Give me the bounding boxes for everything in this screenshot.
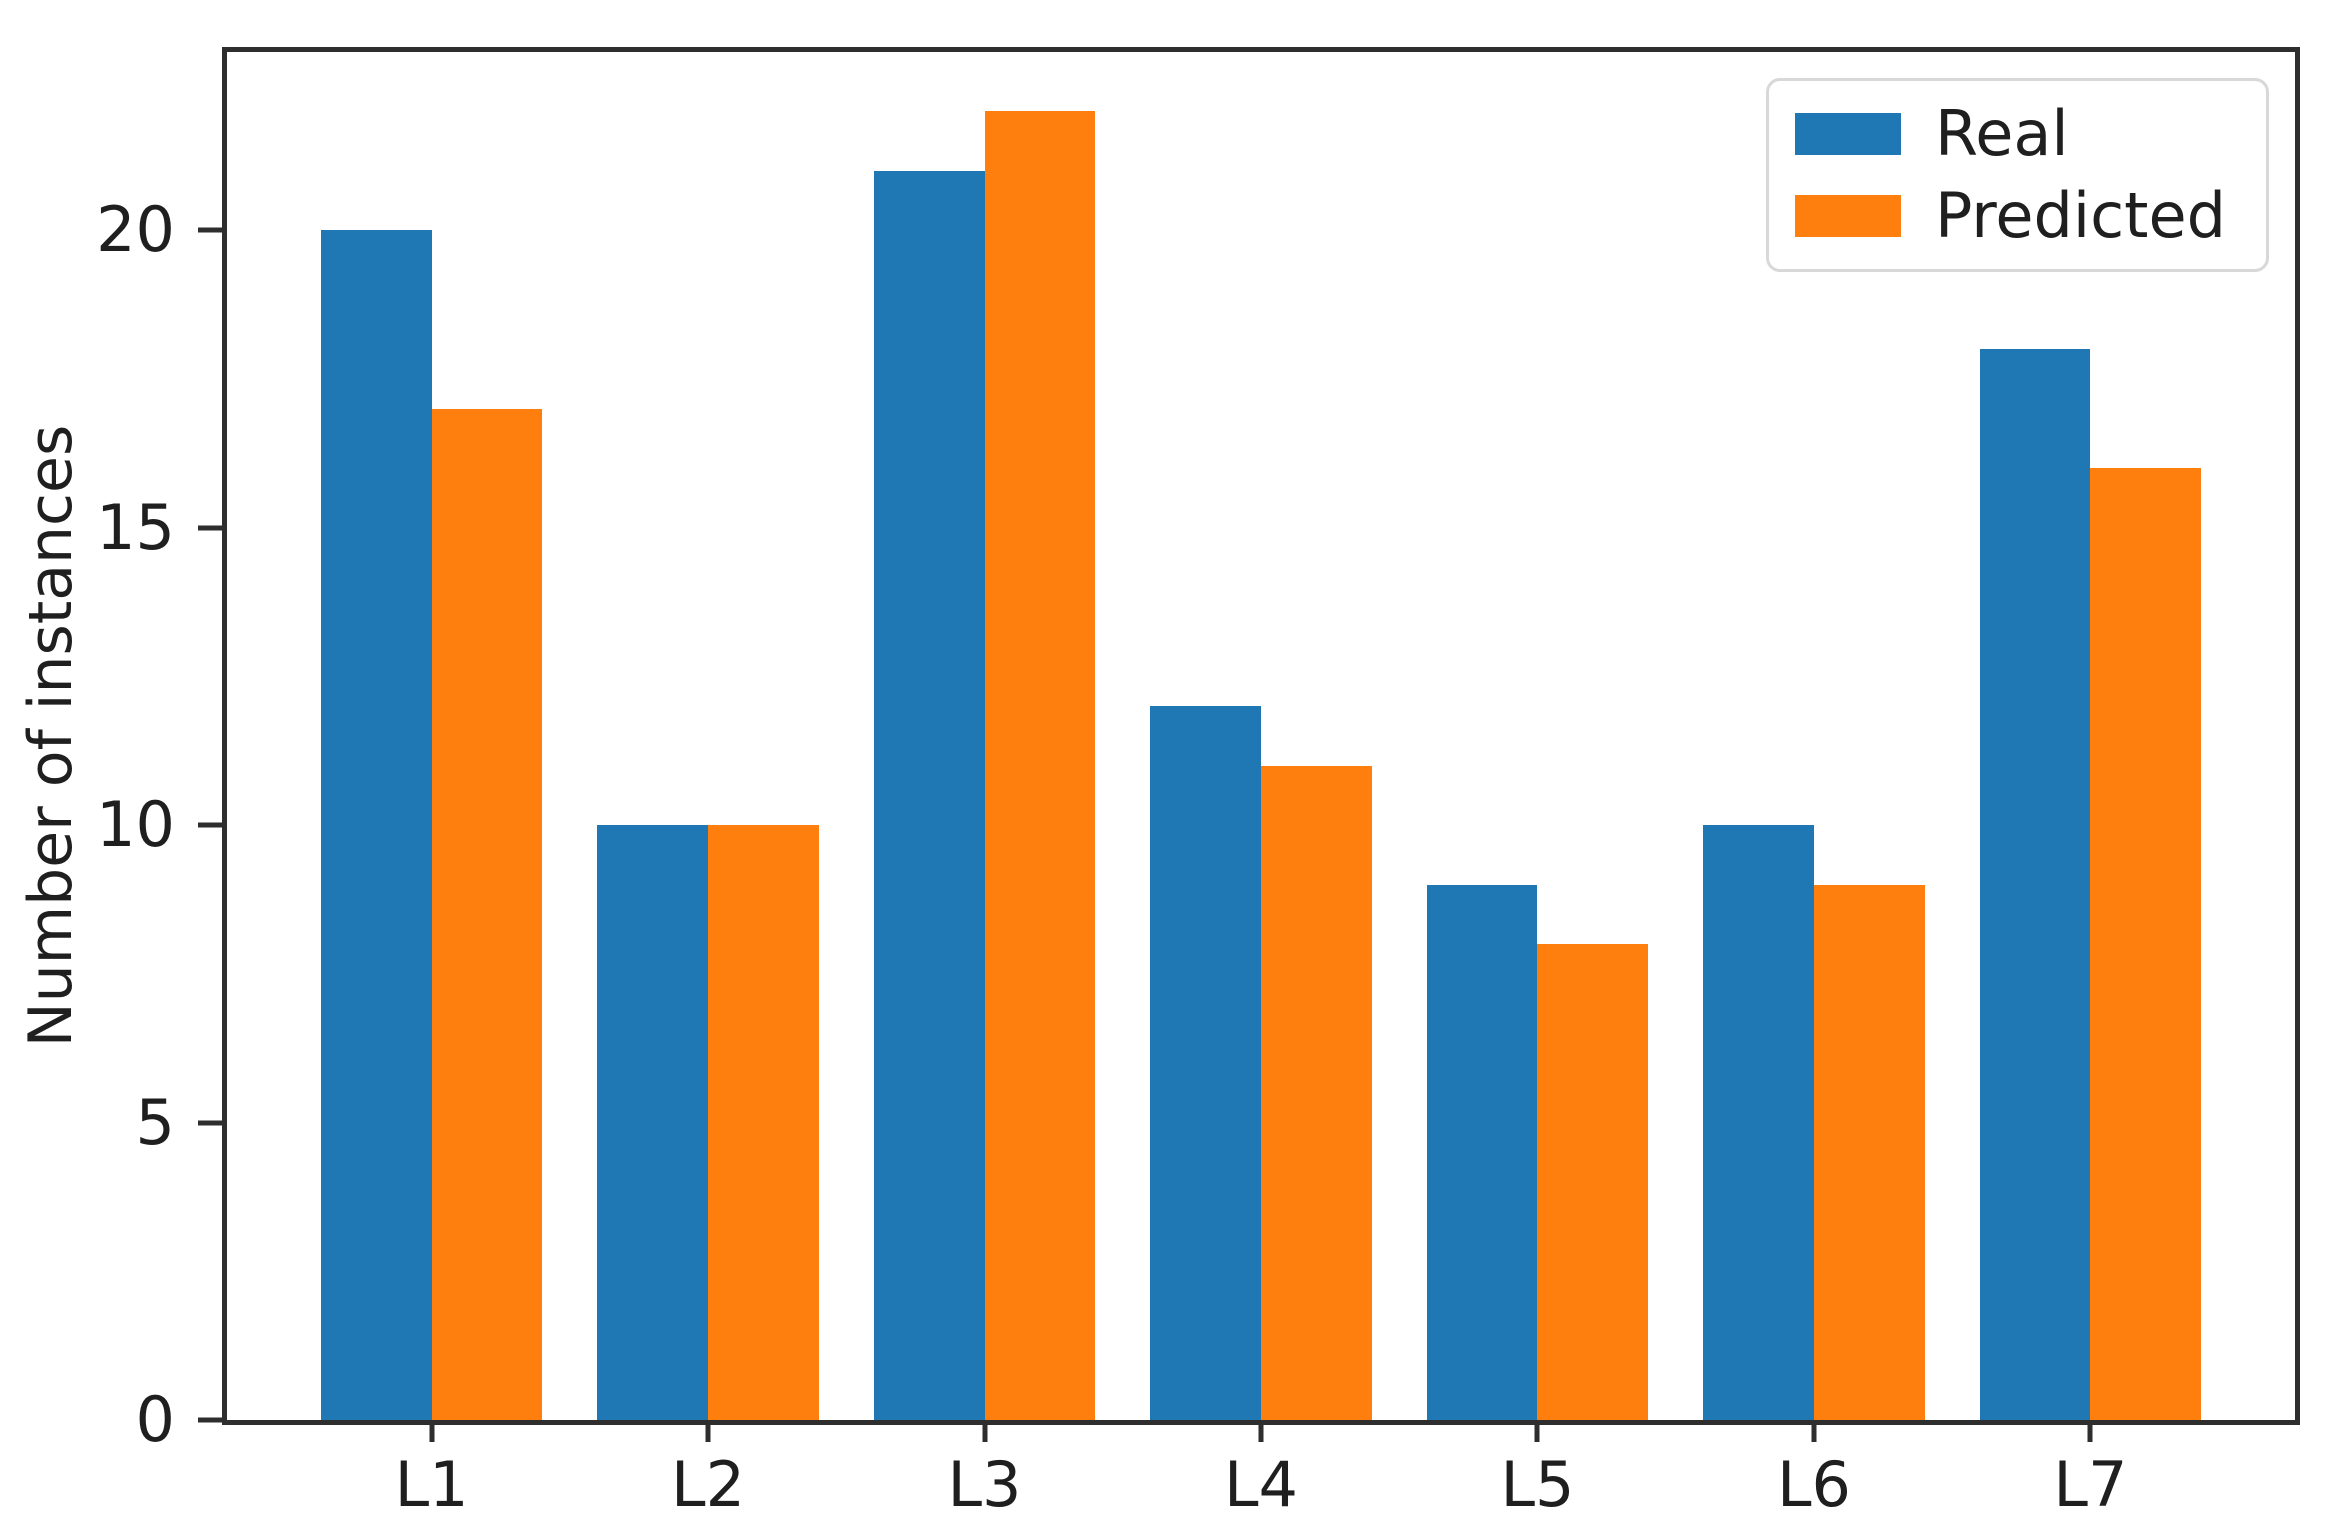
legend-swatch-real — [1794, 113, 1901, 155]
x-tick-label-l7: L7 — [2053, 1448, 2128, 1521]
y-axis-label: Number of instances — [16, 424, 86, 1048]
legend-row-predicted: Predicted — [1794, 179, 2226, 252]
x-tick-mark-l4 — [1258, 1420, 1264, 1442]
y-tick-label-5: 5 — [135, 1085, 175, 1159]
legend-row-real: Real — [1794, 97, 2226, 170]
legend: Real Predicted — [1765, 78, 2269, 272]
x-tick-label-l4: L4 — [1224, 1448, 1298, 1521]
bar-predicted-l4 — [1261, 765, 1372, 1420]
y-tick-mark-15 — [198, 525, 222, 531]
x-tick-mark-l5 — [1534, 1420, 1540, 1442]
y-tick-label-15: 15 — [96, 490, 175, 564]
x-tick-label-l6: L6 — [1776, 1448, 1851, 1521]
bar-real-l4 — [1150, 706, 1261, 1420]
plot-area: 0 5 10 15 20 L1 L2 L3 L4 L5 L6 L7 Real Predicted — [96, 47, 2300, 1516]
x-tick-mark-l7 — [2087, 1420, 2093, 1442]
bar-real-l2 — [597, 825, 709, 1420]
bar-real-l1 — [321, 230, 432, 1420]
bar-predicted-l2 — [708, 825, 819, 1420]
bar-real-l6 — [1703, 825, 1814, 1420]
legend-swatch-predicted — [1794, 195, 1901, 237]
y-tick-label-0: 0 — [135, 1383, 175, 1456]
y-tick-label-10: 10 — [96, 788, 175, 862]
y-tick-mark-5 — [198, 1120, 222, 1126]
bar-real-l7 — [1979, 349, 2091, 1420]
bar-predicted-l5 — [1537, 944, 1649, 1420]
bar-real-l5 — [1426, 884, 1538, 1420]
y-tick-label-20: 20 — [96, 193, 175, 267]
legend-label-real: Real — [1934, 97, 2069, 170]
bar-predicted-l7 — [2090, 468, 2201, 1420]
y-tick-mark-20 — [198, 227, 222, 233]
x-tick-mark-l3 — [982, 1420, 988, 1442]
x-tick-label-l2: L2 — [671, 1448, 746, 1521]
bar-predicted-l1 — [431, 408, 543, 1420]
x-tick-label-l1: L1 — [394, 1448, 469, 1521]
x-tick-mark-l6 — [1811, 1420, 1817, 1442]
x-tick-label-l5: L5 — [1500, 1448, 1575, 1521]
x-tick-mark-l2 — [705, 1420, 711, 1442]
x-tick-label-l3: L3 — [947, 1448, 1022, 1521]
bar-real-l3 — [873, 170, 985, 1420]
bar-predicted-l6 — [1813, 884, 1925, 1420]
bar-predicted-l3 — [984, 111, 1096, 1420]
x-tick-mark-l1 — [429, 1420, 435, 1442]
y-tick-mark-0 — [198, 1417, 222, 1423]
y-tick-mark-10 — [198, 822, 222, 828]
legend-label-predicted: Predicted — [1934, 179, 2226, 252]
